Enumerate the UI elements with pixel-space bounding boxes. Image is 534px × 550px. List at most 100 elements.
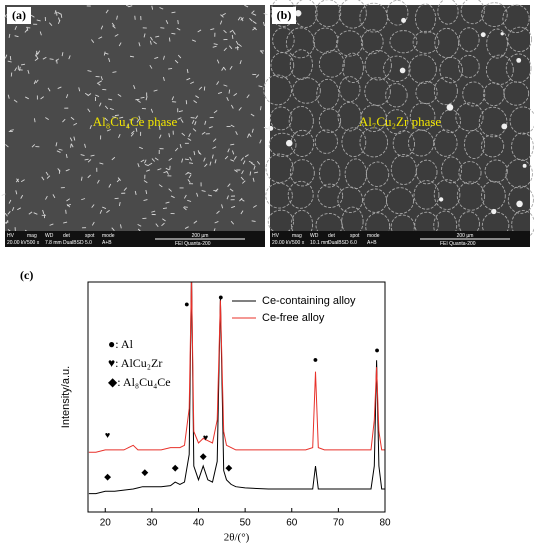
precipitate	[87, 159, 92, 163]
precipitate	[198, 86, 203, 91]
precipitate	[102, 206, 107, 209]
precipitate	[73, 122, 78, 126]
grain-boundary	[458, 211, 480, 236]
x-tick-label: 30	[146, 518, 158, 529]
precipitate	[37, 50, 41, 55]
precipitate	[254, 171, 259, 174]
precipitate	[108, 57, 111, 63]
precipitate	[7, 94, 10, 99]
precipitate	[135, 127, 138, 132]
grain-boundary	[263, 74, 292, 106]
particle	[501, 123, 508, 130]
grain-boundary	[456, 181, 486, 211]
precipitate	[145, 96, 148, 101]
info-value: 6.0	[350, 240, 357, 246]
info-header: mode	[367, 233, 380, 239]
precipitate	[24, 29, 28, 33]
precipitate	[234, 169, 238, 173]
precipitate	[213, 43, 218, 45]
precipitate	[116, 15, 118, 20]
precipitate	[162, 207, 168, 210]
precipitate	[151, 5, 154, 10]
grain-boundary	[364, 49, 392, 81]
precipitate	[241, 170, 244, 175]
precipitate	[33, 212, 38, 215]
info-header: mode	[102, 233, 115, 239]
precipitate	[84, 143, 86, 148]
precipitate	[39, 31, 42, 36]
precipitate	[129, 55, 135, 58]
x-tick-label: 60	[286, 518, 298, 529]
grain-boundary	[408, 54, 437, 85]
precipitate	[187, 199, 192, 202]
grain-boundary	[383, 55, 411, 82]
precipitate	[60, 13, 63, 18]
precipitate	[185, 171, 190, 175]
precipitate	[171, 96, 175, 101]
peak-marker: ◆	[104, 472, 111, 482]
grain-boundary	[460, 0, 485, 25]
precipitate	[250, 113, 255, 117]
precipitate	[26, 26, 29, 31]
precipitate	[99, 102, 102, 107]
precipitate	[16, 178, 20, 183]
precipitate	[233, 156, 237, 160]
precipitate	[252, 27, 256, 31]
precipitate	[20, 179, 25, 183]
precipitate	[244, 4, 249, 8]
particle	[500, 32, 504, 36]
precipitate	[252, 13, 257, 16]
grain-boundary	[336, 30, 364, 57]
precipitate	[260, 50, 264, 54]
precipitate	[65, 209, 67, 214]
precipitate	[168, 67, 173, 70]
precipitate	[189, 156, 192, 161]
precipitate	[10, 72, 13, 77]
precipitate	[61, 52, 64, 57]
precipitate	[177, 54, 182, 59]
precipitate	[148, 162, 153, 166]
precipitate	[180, 118, 184, 123]
precipitate	[112, 71, 117, 73]
precipitate	[207, 194, 212, 197]
precipitate	[230, 124, 235, 128]
panel-label: (b)	[277, 8, 292, 22]
grain-boundary	[315, 0, 342, 28]
precipitate	[217, 91, 223, 94]
precipitate	[65, 94, 69, 99]
precipitate	[240, 157, 244, 161]
precipitate	[178, 110, 183, 113]
precipitate	[31, 144, 36, 148]
precipitate	[253, 165, 256, 170]
phase-legend: ●: Al	[108, 337, 134, 351]
precipitate	[222, 12, 226, 16]
precipitate	[136, 118, 140, 123]
grain-boundary	[265, 153, 294, 183]
precipitate	[20, 63, 26, 66]
precipitate	[171, 32, 176, 35]
precipitate	[153, 89, 158, 92]
info-value: 5.0	[85, 240, 92, 246]
precipitate	[212, 146, 217, 149]
info-value: 500 x	[27, 240, 40, 246]
precipitate	[242, 160, 246, 165]
panel-label-box	[272, 7, 296, 24]
grain-boundary	[462, 81, 486, 107]
grain-boundary	[339, 76, 361, 103]
precipitate	[114, 33, 119, 37]
precipitate	[58, 17, 61, 22]
precipitate	[190, 81, 195, 85]
precipitate	[216, 59, 220, 64]
precipitate	[251, 220, 256, 222]
precipitate	[134, 190, 137, 195]
precipitate	[150, 36, 153, 41]
texture	[1, 4, 268, 234]
info-header: WD	[310, 233, 319, 239]
precipitate	[213, 189, 218, 192]
info-header: HV	[272, 233, 280, 239]
precipitate	[108, 183, 112, 188]
info-header: WD	[45, 233, 54, 239]
precipitate	[263, 13, 268, 16]
grain-boundary	[360, 104, 387, 132]
precipitate	[238, 107, 242, 111]
